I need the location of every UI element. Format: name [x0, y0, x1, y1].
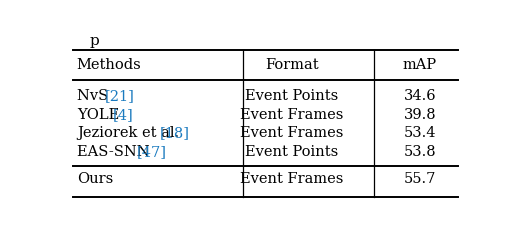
Text: 34.6: 34.6 [404, 89, 436, 103]
Text: YOLE: YOLE [77, 108, 124, 122]
Text: 55.7: 55.7 [404, 172, 436, 186]
Text: EAS-SNN: EAS-SNN [77, 145, 154, 159]
Text: Format: Format [265, 58, 319, 72]
Text: p: p [90, 34, 100, 48]
Text: mAP: mAP [403, 58, 437, 72]
Text: Ours: Ours [77, 172, 113, 186]
Text: Event Points: Event Points [245, 145, 338, 159]
Text: Methods: Methods [77, 58, 141, 72]
Text: [21]: [21] [105, 89, 135, 103]
Text: [47]: [47] [137, 145, 167, 159]
Text: Jeziorek et al.: Jeziorek et al. [77, 126, 183, 140]
Text: [18]: [18] [160, 126, 190, 140]
Text: 53.8: 53.8 [404, 145, 436, 159]
Text: NvS: NvS [77, 89, 113, 103]
Text: Event Frames: Event Frames [240, 172, 343, 186]
Text: [4]: [4] [113, 108, 134, 122]
Text: Event Frames: Event Frames [240, 108, 343, 122]
Text: Event Frames: Event Frames [240, 126, 343, 140]
Text: Event Points: Event Points [245, 89, 338, 103]
Text: 53.4: 53.4 [404, 126, 436, 140]
Text: 39.8: 39.8 [404, 108, 436, 122]
